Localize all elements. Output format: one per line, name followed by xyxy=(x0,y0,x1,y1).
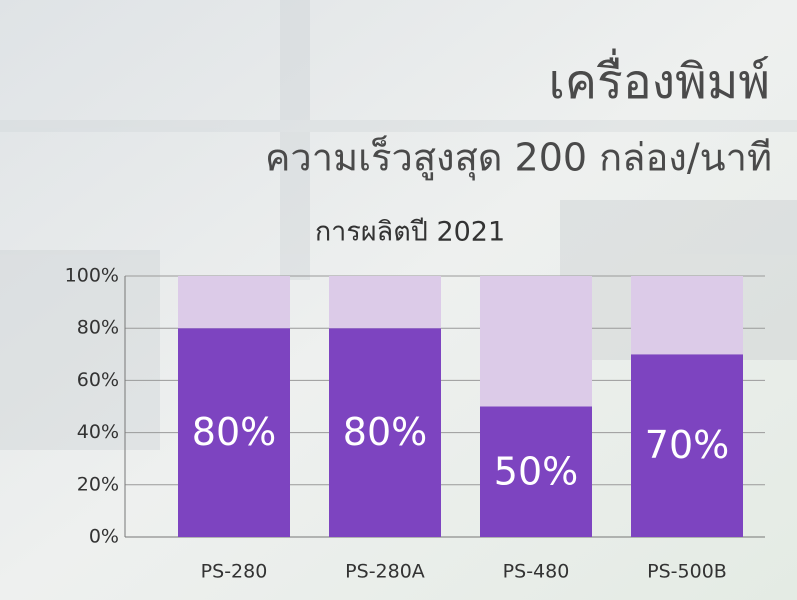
bar-segment xyxy=(480,276,592,407)
value-label: 70% xyxy=(645,423,729,467)
x-tick-label: PS-280A xyxy=(345,561,425,583)
y-tick-label: 80% xyxy=(77,317,119,339)
y-tick-label: 40% xyxy=(77,421,119,443)
bar-segment xyxy=(178,276,290,328)
y-tick-label: 100% xyxy=(65,265,119,287)
x-tick-label: PS-480 xyxy=(503,561,570,583)
x-tick-label: PS-500B xyxy=(647,561,727,583)
value-label: 80% xyxy=(192,410,276,454)
chart-title: เครื่องพิมพ์ xyxy=(549,48,770,110)
bar-segment xyxy=(631,276,743,354)
period-label: การผลิตปี 2021 xyxy=(315,217,505,248)
y-tick-label: 0% xyxy=(89,526,119,548)
value-label: 80% xyxy=(343,410,427,454)
y-tick-label: 20% xyxy=(77,473,119,495)
x-tick-label: PS-280 xyxy=(201,561,268,583)
y-tick-label: 60% xyxy=(77,369,119,391)
chart: เครื่องพิมพ์ ความเร็วสูงสุด 200 กล่อง/นา… xyxy=(0,0,797,600)
value-label: 50% xyxy=(494,449,578,493)
bar-segment xyxy=(329,276,441,328)
chart-subtitle: ความเร็วสูงสุด 200 กล่อง/นาที xyxy=(265,135,772,181)
